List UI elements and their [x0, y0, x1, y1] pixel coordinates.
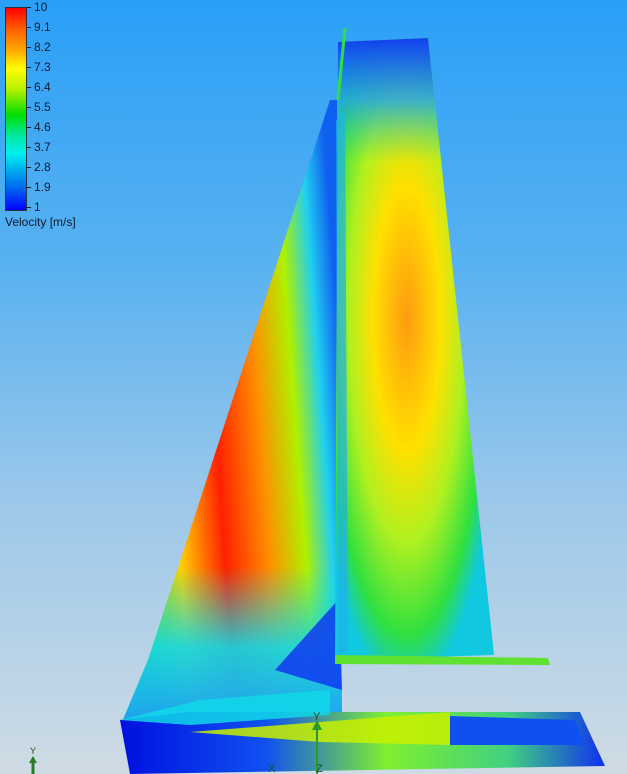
- triad-x-label: X: [268, 763, 276, 774]
- legend-tick: 3.7: [27, 141, 51, 153]
- boom: [335, 655, 550, 665]
- main-sail: [335, 27, 494, 660]
- velocity-legend: 10 9.1 8.2 7.3 6.4 5.5 4.6 3.7 2.8 1.9 1…: [0, 0, 90, 230]
- legend-tick: 6.4: [27, 81, 51, 93]
- legend-tick: 7.3: [27, 61, 51, 73]
- legend-tick: 10: [27, 1, 47, 13]
- legend-tick: 2.8: [27, 161, 51, 173]
- legend-tick: 1.9: [27, 181, 51, 193]
- legend-label: Velocity [m/s]: [5, 215, 76, 229]
- hull: [120, 690, 605, 774]
- corner-triad: Y: [29, 746, 37, 774]
- legend-tick: 9.1: [27, 21, 51, 33]
- corner-y-label: Y: [30, 746, 36, 756]
- axis-triad[interactable]: Y X Z: [268, 711, 323, 774]
- legend-tick: 5.5: [27, 101, 51, 113]
- legend-tick: 4.6: [27, 121, 51, 133]
- color-scale-bar: [5, 7, 27, 211]
- legend-tick: 8.2: [27, 41, 51, 53]
- triad-y-label: Y: [313, 711, 321, 723]
- legend-tick: 1: [27, 201, 41, 213]
- triad-z-label: Z: [316, 763, 323, 774]
- jib-sail: [122, 100, 342, 722]
